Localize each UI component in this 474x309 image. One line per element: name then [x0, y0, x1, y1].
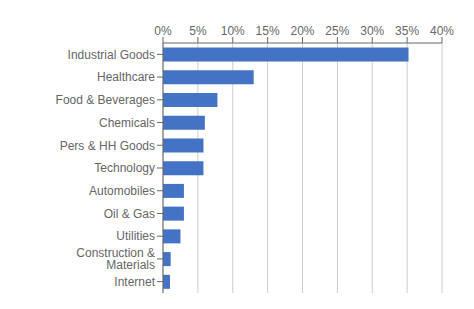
svg-text:25%: 25% [325, 24, 349, 38]
svg-text:Technology: Technology [94, 161, 155, 175]
svg-text:Automobiles: Automobiles [89, 184, 155, 198]
svg-text:Chemicals: Chemicals [99, 116, 155, 130]
svg-text:40%: 40% [430, 24, 454, 38]
svg-text:0%: 0% [154, 24, 172, 38]
svg-text:10%: 10% [221, 24, 245, 38]
svg-text:Healthcare: Healthcare [97, 70, 155, 84]
svg-text:Food & Beverages: Food & Beverages [56, 93, 155, 107]
svg-text:20%: 20% [290, 24, 314, 38]
svg-text:15%: 15% [256, 24, 280, 38]
svg-text:Industrial Goods: Industrial Goods [68, 48, 155, 62]
svg-text:Pers & HH Goods: Pers & HH Goods [60, 139, 155, 153]
svg-text:5%: 5% [189, 24, 207, 38]
svg-text:Internet: Internet [114, 275, 155, 289]
svg-text:Oil & Gas: Oil & Gas [104, 207, 155, 221]
svg-text:Construction &Materials: Construction &Materials [76, 246, 155, 272]
svg-text:35%: 35% [395, 24, 419, 38]
svg-text:30%: 30% [360, 24, 384, 38]
svg-text:Utilities: Utilities [116, 229, 155, 243]
